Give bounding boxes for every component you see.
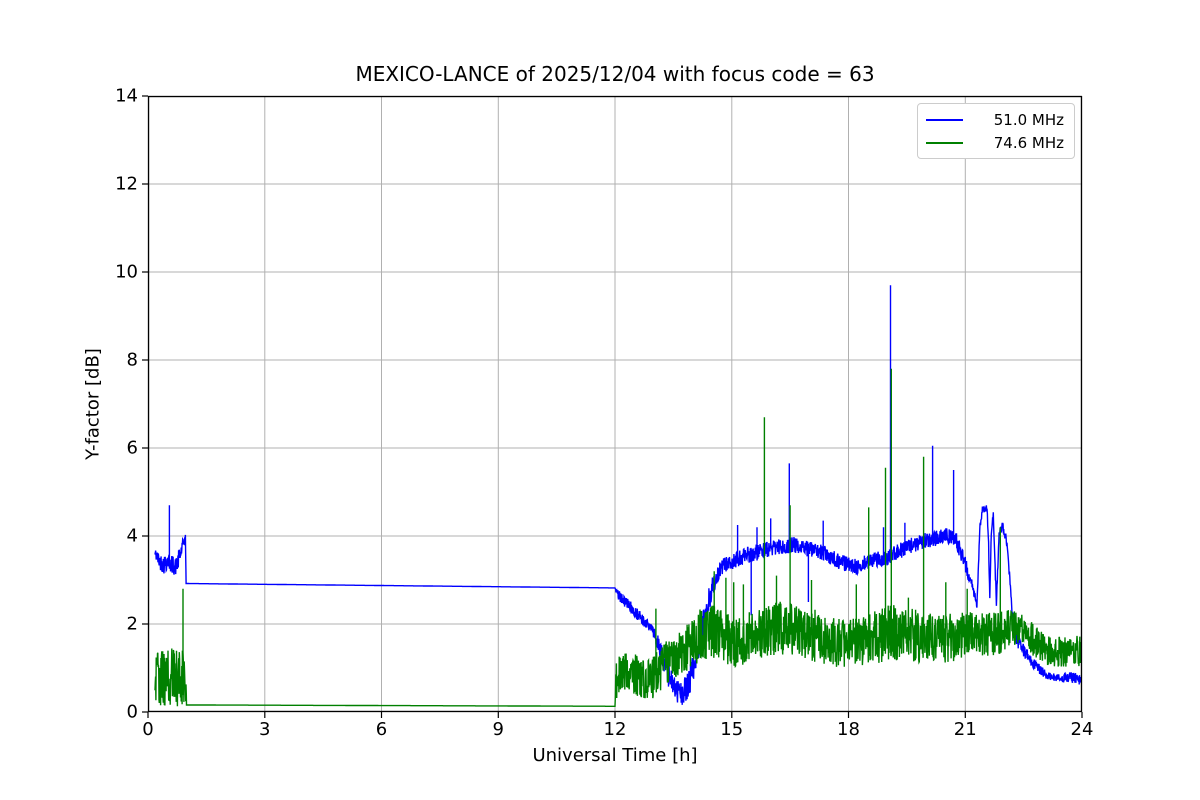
- x-tick-label: 21: [953, 719, 977, 740]
- legend-line-swatch: [926, 118, 963, 121]
- legend-item: 51.0 MHz: [926, 108, 1064, 131]
- x-tick-label: 24: [1070, 719, 1094, 740]
- legend-label: 74.6 MHz: [993, 133, 1064, 152]
- x-tick-label: 6: [375, 719, 388, 740]
- y-tick-label: 0: [126, 701, 138, 723]
- x-axis-label: Universal Time [h]: [532, 745, 698, 766]
- x-tick-label: 9: [492, 719, 504, 740]
- legend: 51.0 MHz 74.6 MHz: [917, 103, 1075, 159]
- series-line-74-6-mhz: [154, 368, 1082, 707]
- plot-canvas: [142, 95, 1083, 718]
- y-tick-label: 10: [115, 261, 138, 283]
- plot-area: [142, 95, 1083, 718]
- y-tick-label: 12: [115, 173, 138, 195]
- y-tick-label: 14: [115, 85, 138, 107]
- legend-item: 74.6 MHz: [926, 131, 1064, 154]
- x-tick-label: 12: [603, 719, 627, 740]
- y-tick-label: 2: [126, 613, 138, 635]
- tick-marks: [142, 95, 1083, 718]
- legend-line-swatch: [926, 141, 963, 144]
- x-tick-label: 15: [720, 719, 744, 740]
- y-axis-label: Y-factor [dB]: [82, 348, 104, 460]
- y-tick-label: 4: [126, 525, 138, 547]
- y-tick-label: 8: [126, 349, 138, 371]
- x-tick-label: 0: [142, 719, 154, 740]
- axes-spine: [148, 96, 1082, 712]
- series-line-51-0-mhz: [154, 285, 1082, 705]
- x-tick-label: 18: [837, 719, 860, 740]
- y-tick-label: 6: [126, 437, 138, 459]
- legend-label: 51.0 MHz: [993, 110, 1064, 129]
- chart-title: MEXICO-LANCE of 2025/12/04 with focus co…: [355, 62, 875, 86]
- x-tick-label: 3: [259, 719, 271, 740]
